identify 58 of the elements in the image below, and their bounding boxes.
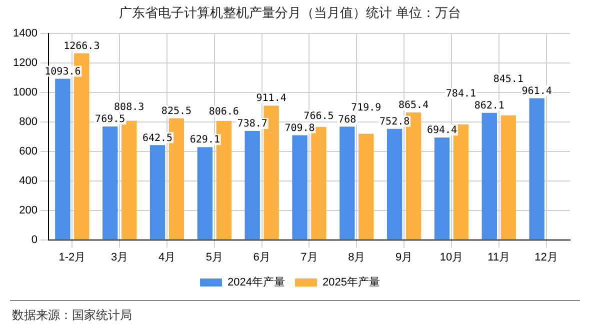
- data-label: 768: [338, 114, 356, 126]
- legend-label: 2024年产量: [228, 276, 286, 289]
- bar: [482, 112, 497, 240]
- bar: [244, 131, 260, 240]
- data-label: 865.4: [398, 100, 429, 111]
- bar: [358, 134, 374, 240]
- data-label: 1093.6: [44, 66, 81, 78]
- x-tick-label: 7月: [300, 251, 318, 264]
- data-label: 629.1: [190, 134, 220, 146]
- data-label: 738.7: [237, 118, 268, 130]
- data-label: 808.3: [114, 102, 144, 114]
- bar: [434, 138, 450, 240]
- data-label: 845.1: [493, 74, 524, 85]
- chart-title: 广东省电子计算机整机产量分月（当月值）统计 单位：万台: [118, 6, 462, 22]
- bar: [292, 135, 308, 240]
- bar: [102, 126, 118, 240]
- data-label: 862.1: [474, 100, 504, 112]
- data-label: 719.9: [351, 102, 382, 114]
- bar: [150, 145, 166, 240]
- bar: [500, 115, 516, 240]
- x-tick-label: 3月: [111, 251, 128, 264]
- data-label: 784.1: [446, 88, 476, 100]
- y-tick-label: 400: [19, 174, 38, 187]
- bar: [529, 98, 544, 240]
- bar: [55, 78, 70, 240]
- y-tick-label: 1000: [12, 86, 38, 99]
- data-label: 709.8: [284, 122, 315, 134]
- y-tick-label: 800: [19, 116, 38, 128]
- data-label: 1266.3: [64, 40, 100, 52]
- x-tick-label: 10月: [440, 251, 464, 264]
- data-label: 694.4: [426, 125, 458, 136]
- bar: [121, 120, 137, 240]
- y-tick-label: 200: [19, 204, 38, 216]
- data-label: 825.5: [161, 106, 192, 117]
- x-tick-label: 12月: [534, 251, 558, 264]
- x-tick-label: 8月: [348, 251, 366, 264]
- data-label: 752.8: [380, 116, 410, 128]
- data-label: 961.4: [522, 86, 552, 97]
- x-tick-label: 1-2月: [58, 251, 86, 264]
- x-tick-label: 11月: [488, 251, 510, 264]
- y-tick-label: 600: [19, 145, 38, 158]
- data-label: 806.6: [208, 106, 239, 118]
- y-tick-label: 1400: [12, 28, 38, 40]
- bar: [340, 126, 355, 240]
- data-label: 769.5: [95, 114, 126, 126]
- data-label: 642.5: [142, 132, 173, 144]
- data-label: 766.5: [304, 110, 334, 122]
- bar: [197, 147, 213, 240]
- bar: [386, 128, 402, 240]
- x-tick-label: 5月: [206, 251, 223, 264]
- legend-label: 2025年产量: [322, 276, 380, 289]
- y-tick-label: 1200: [12, 57, 38, 70]
- y-tick-label: 0: [31, 234, 38, 246]
- x-tick-label: 6月: [253, 251, 270, 264]
- data-label: 911.4: [256, 93, 286, 104]
- x-tick-label: 9月: [395, 251, 413, 264]
- source-note: 数据来源：国家统计局: [12, 308, 132, 322]
- x-tick-label: 4月: [158, 251, 176, 264]
